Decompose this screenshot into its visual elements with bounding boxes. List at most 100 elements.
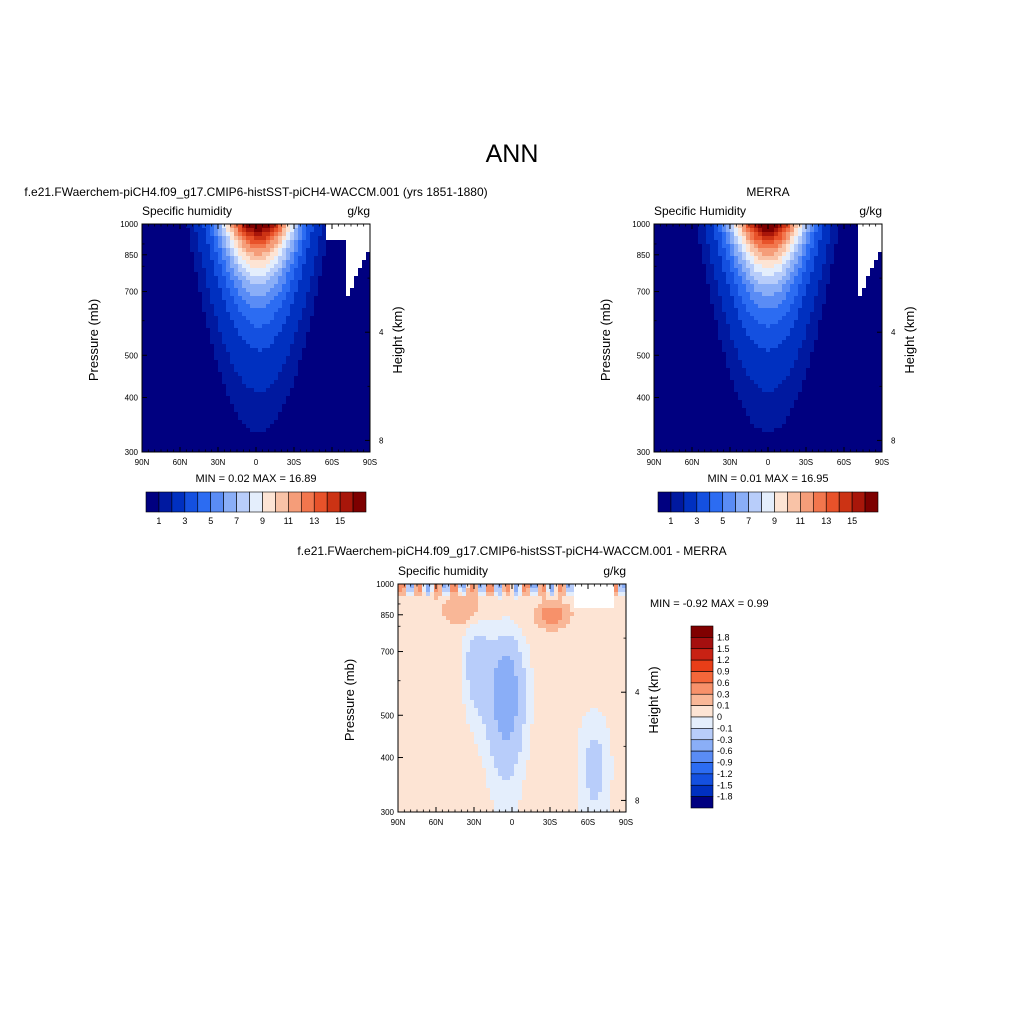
contour-cell [262, 380, 267, 385]
contour-cell [266, 272, 271, 277]
contour-cell [746, 408, 751, 413]
contour-cell [742, 404, 747, 409]
contour-cell [326, 344, 331, 349]
contour-cell [282, 420, 287, 425]
contour-cell [666, 340, 671, 345]
contour-cell [666, 396, 671, 401]
contour-cell [146, 344, 151, 349]
contour-cell [694, 260, 699, 265]
contour-cell [238, 360, 243, 365]
contour-cell [658, 416, 663, 421]
contour-cell [346, 312, 351, 317]
contour-cell [162, 356, 167, 361]
contour-cell [306, 308, 311, 313]
panel2-chart: 90N 60N 30N 0 30S 60S 90S300400500700850100084… [598, 204, 917, 526]
panel1-title: f.e21.FWaerchem-piCH4.f09_g17.CMIP6-hist… [24, 185, 488, 199]
contour-cell [154, 264, 159, 269]
contour-cell [746, 432, 751, 437]
contour-cell [666, 296, 671, 301]
contour-cell [334, 280, 339, 285]
contour-cell [770, 284, 775, 289]
contour-cell [678, 404, 683, 409]
contour-cell [250, 388, 255, 393]
contour-cell [662, 384, 667, 389]
contour-cell [242, 408, 247, 413]
contour-cell [658, 372, 663, 377]
contour-cell [230, 432, 235, 437]
contour-cell [306, 332, 311, 337]
contour-cell [142, 284, 147, 289]
contour-cell [318, 388, 323, 393]
contour-cell [746, 232, 751, 237]
contour-cell [310, 364, 315, 369]
contour-cell [750, 292, 755, 297]
contour-cell [366, 352, 370, 357]
contour-cell [150, 248, 155, 253]
contour-cell [686, 408, 691, 413]
contour-cell [198, 328, 203, 333]
contour-cell [250, 328, 255, 333]
contour-cell [758, 340, 763, 345]
contour-cell [690, 264, 695, 269]
contour-cell [282, 240, 287, 245]
contour-cell [290, 440, 295, 445]
contour-cell [686, 328, 691, 333]
contour-cell [690, 432, 695, 437]
contour-cell [682, 256, 687, 261]
contour-cell [234, 336, 239, 341]
contour-cell [654, 320, 659, 325]
contour-cell [658, 352, 663, 357]
contour-cell [662, 312, 667, 317]
contour-cell [770, 380, 775, 385]
contour-cell [282, 276, 287, 281]
contour-cell [746, 404, 751, 409]
contour-cell [190, 420, 195, 425]
contour-cell [298, 256, 303, 261]
colorbar-label: 5 [208, 516, 213, 526]
contour-cell [282, 400, 287, 405]
contour-cell [230, 284, 235, 289]
contour-cell [226, 320, 231, 325]
contour-cell [326, 388, 331, 393]
contour-cell [278, 332, 283, 337]
contour-cell [714, 304, 719, 309]
contour-cell [334, 396, 339, 401]
contour-cell [162, 372, 167, 377]
contour-cell [770, 300, 775, 305]
contour-cell [154, 228, 159, 233]
contour-cell [690, 356, 695, 361]
contour-cell [230, 436, 235, 441]
contour-cell [174, 292, 179, 297]
contour-cell [310, 252, 315, 257]
contour-cell [254, 296, 259, 301]
contour-cell [754, 264, 759, 269]
contour-cell [166, 304, 171, 309]
contour-cell [334, 304, 339, 309]
contour-cell [226, 268, 231, 273]
contour-cell [198, 300, 203, 305]
contour-cell [750, 296, 755, 301]
contour-cell [698, 380, 703, 385]
contour-cell [322, 276, 327, 281]
contour-cell [246, 372, 251, 377]
contour-cell [678, 308, 683, 313]
contour-cell [666, 444, 671, 449]
contour-cell [262, 304, 267, 309]
contour-cell [698, 436, 703, 441]
contour-cell [194, 352, 199, 357]
contour-cell [690, 384, 695, 389]
contour-cell [194, 416, 199, 421]
contour-cell [234, 440, 239, 445]
contour-cell [334, 300, 339, 305]
contour-cell [678, 380, 683, 385]
contour-cell [254, 304, 259, 309]
contour-cell [762, 356, 767, 361]
contour-cell [214, 372, 219, 377]
contour-cell [306, 416, 311, 421]
contour-cell [658, 256, 663, 261]
contour-cell [734, 244, 739, 249]
contour-cell [298, 400, 303, 405]
contour-cell [262, 264, 267, 269]
contour-cell [286, 312, 291, 317]
contour-cell [762, 380, 767, 385]
